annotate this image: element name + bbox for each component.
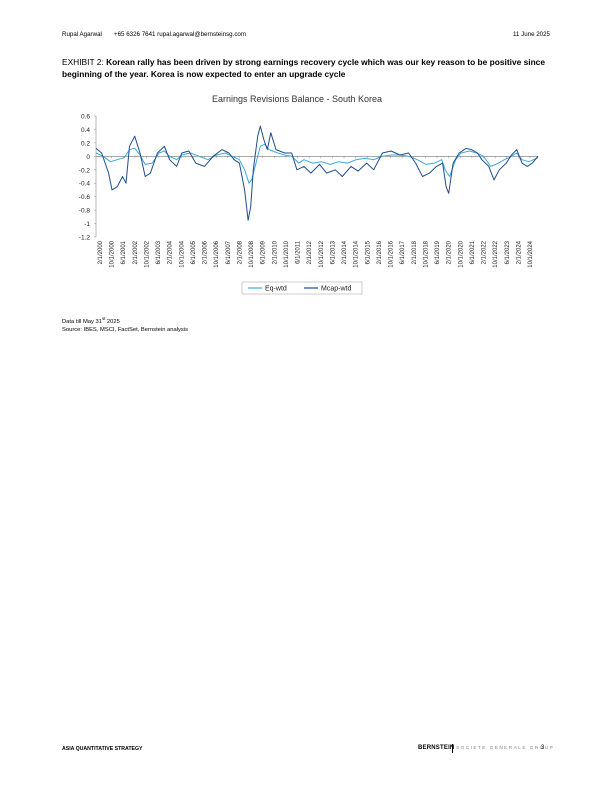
- series-line-mcap-wtd: [95, 125, 539, 221]
- y-tick-label: 0.4: [81, 127, 90, 134]
- x-tick-label: 10/1/2000: [110, 240, 116, 267]
- y-tick-label: -0.6: [79, 194, 91, 201]
- data-till-note: Data till May 31st 2025: [62, 315, 188, 326]
- y-tick-label: 0.6: [81, 114, 90, 121]
- exhibit-title: Korean rally has been driven by strong e…: [62, 57, 546, 79]
- exhibit-number: EXHIBIT 2:: [62, 57, 104, 67]
- x-tick-label: 10/1/2018: [423, 240, 429, 267]
- chart-legend: [241, 281, 363, 295]
- x-tick-label: 10/1/2006: [214, 240, 220, 267]
- x-tick-label: 10/1/2010: [284, 240, 290, 267]
- x-tick-label: 2/1/2022: [482, 240, 488, 264]
- x-tick-label: 6/1/2007: [226, 240, 232, 264]
- x-tick-label: 10/1/2002: [144, 240, 150, 267]
- exhibit-caption: EXHIBIT 2: Korean rally has been driven …: [62, 56, 552, 80]
- brand-tagline: SOCIETE GENERALE GROUP: [456, 746, 555, 751]
- data-till-prefix: Data till May 31: [62, 318, 102, 325]
- x-tick-label: 6/1/2023: [505, 240, 511, 264]
- author-contact: +65 6326 7641 rupal.agarwal@bernsteinsg.…: [114, 31, 247, 38]
- footer-divider: [452, 744, 453, 753]
- x-tick-label: 2/1/2008: [237, 240, 243, 264]
- x-tick-label: 6/1/2013: [330, 240, 336, 264]
- x-tick-label: 2/1/2018: [412, 240, 418, 264]
- y-tick-label: 0.2: [81, 140, 90, 147]
- x-tick-label: 2/1/2010: [272, 240, 278, 264]
- x-tick-label: 6/1/2011: [296, 240, 302, 264]
- chart-title: Earnings Revisions Balance - South Korea: [212, 94, 382, 104]
- footer-section-title: ASIA QUANTITATIVE STRATEGY: [62, 746, 143, 752]
- x-tick-label: 10/1/2014: [354, 240, 360, 267]
- x-tick-label: 6/1/2009: [261, 240, 267, 264]
- x-tick-label: 2/1/2020: [447, 240, 453, 264]
- x-tick-label: 2/1/2002: [133, 240, 139, 264]
- earnings-revisions-chart: Earnings Revisions Balance - South Korea…: [60, 90, 550, 302]
- data-till-suffix: 2025: [105, 318, 120, 325]
- x-tick-label: 10/1/2012: [319, 240, 325, 267]
- author-name: Rupal Agarwal: [62, 31, 102, 38]
- x-tick-label: 2/1/2004: [168, 240, 174, 264]
- x-tick-label: 6/1/2003: [156, 240, 162, 264]
- chart-svg: Earnings Revisions Balance - South Korea…: [79, 94, 539, 295]
- series-line-eq-wtd: [95, 143, 539, 184]
- y-tick-label: -1: [84, 221, 90, 228]
- x-tick-label: 10/1/2016: [389, 240, 395, 267]
- x-tick-label: 2/1/2006: [203, 240, 209, 264]
- x-tick-label: 2/1/2024: [516, 240, 522, 264]
- x-tick-label: 6/1/2001: [121, 240, 127, 264]
- y-tick-label: -0.4: [79, 181, 91, 188]
- x-tick-label: 6/1/2021: [470, 240, 476, 264]
- x-tick-label: 6/1/2017: [400, 240, 406, 264]
- y-tick-label: -0.8: [79, 208, 91, 215]
- x-tick-label: 6/1/2019: [435, 240, 441, 264]
- y-tick-label: -0.2: [79, 167, 91, 174]
- x-tick-label: 6/1/2005: [191, 240, 197, 264]
- y-tick-label: 0: [86, 154, 90, 161]
- x-tick-label: 2/1/2014: [342, 240, 348, 264]
- legend-label: Eq-wtd: [265, 286, 287, 293]
- source-note: Source: IBES, MSCI, FactSet, Bernstein a…: [62, 327, 188, 334]
- page-number: 3: [541, 745, 545, 751]
- x-tick-label: 2/1/2016: [377, 240, 383, 264]
- x-tick-label: 6/1/2015: [365, 240, 371, 264]
- x-tick-label: 10/1/2020: [458, 240, 464, 267]
- x-tick-label: 2/1/2012: [307, 240, 313, 264]
- legend-label: Mcap-wtd: [321, 286, 351, 293]
- x-tick-label: 10/1/2024: [528, 240, 534, 267]
- chart-notes: Data till May 31st 2025 Source: IBES, MS…: [62, 315, 188, 335]
- data-till-sup: st: [101, 316, 106, 321]
- brand-logo: BERNSTEIN: [418, 745, 455, 751]
- x-tick-label: 2/1/2000: [98, 240, 104, 264]
- y-tick-label: -1.2: [79, 235, 91, 242]
- x-tick-label: 10/1/2022: [493, 240, 499, 267]
- x-tick-label: 10/1/2004: [179, 240, 185, 267]
- x-tick-label: 10/1/2008: [249, 240, 255, 267]
- report-date: 11 June 2025: [512, 31, 550, 38]
